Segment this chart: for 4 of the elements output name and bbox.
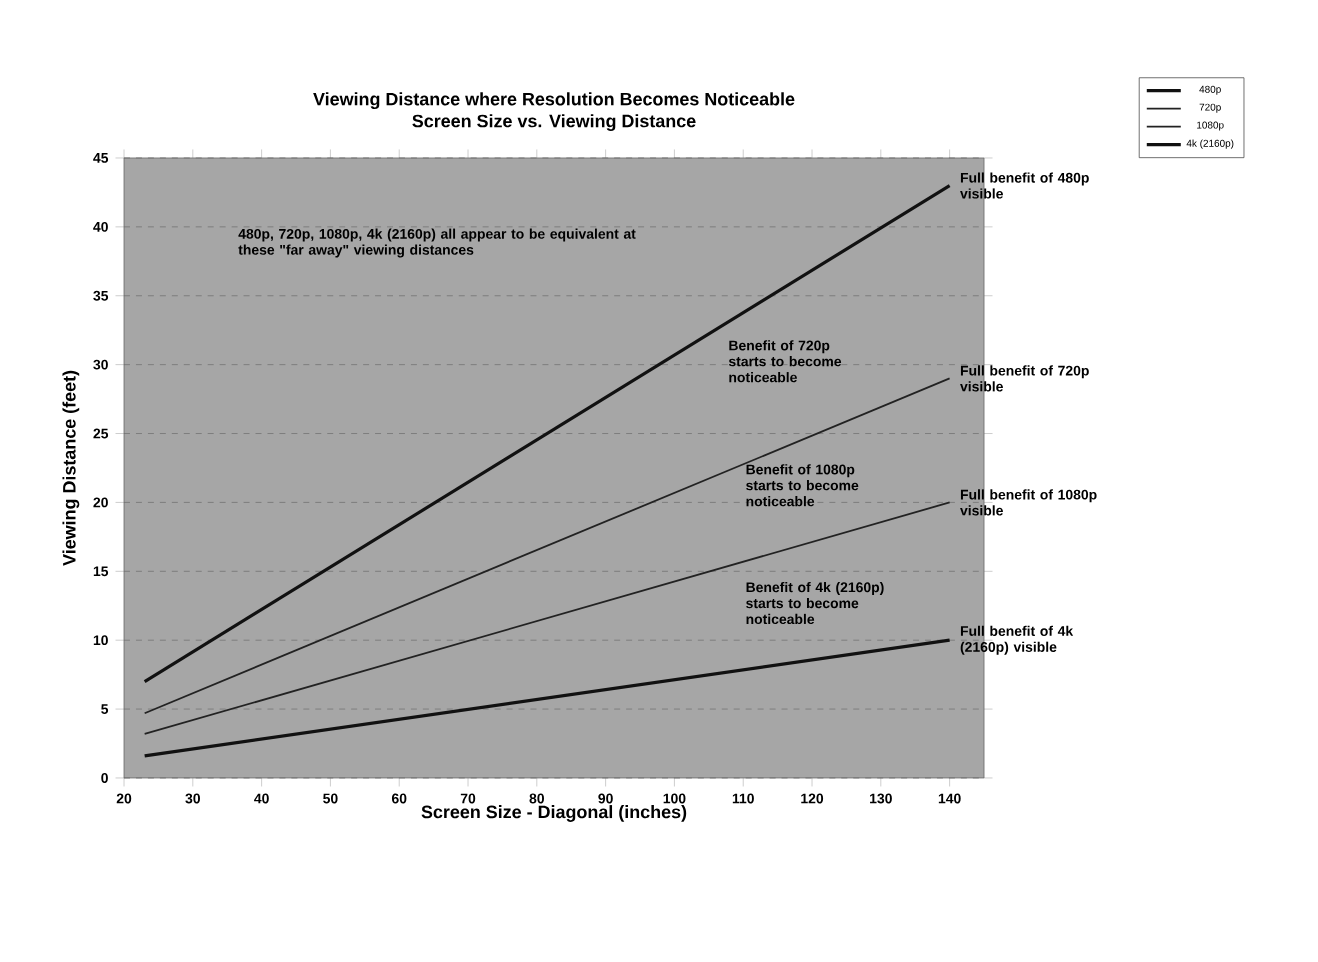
chart-title: Viewing Distance where Resolution Becomes Noticeable [313,92,795,110]
x-axis-title: Screen Size - Diagonal (inches) [421,805,687,822]
chart-subtitle: Screen Size vs. Viewing Distance [412,114,696,131]
y-axis-title: Viewing Distance (feet) [62,370,80,566]
